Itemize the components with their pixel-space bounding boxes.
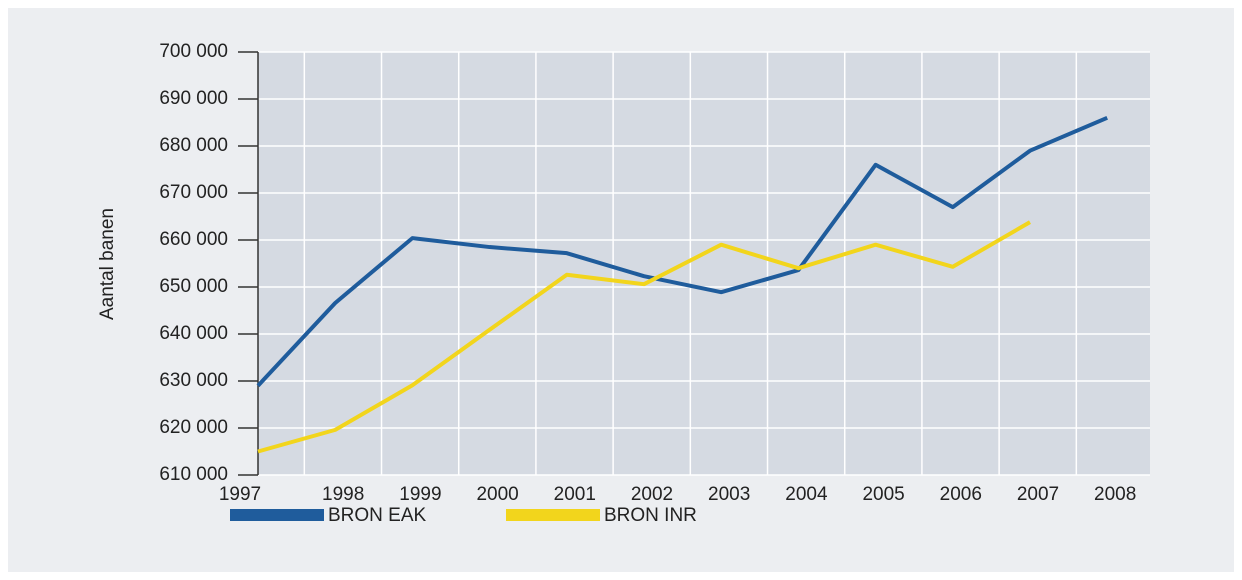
legend-swatch [506, 509, 600, 521]
x-tick-label: 2000 [476, 484, 518, 505]
legend-label: BRON INR [604, 505, 697, 526]
y-tick-label: 660 000 [159, 229, 228, 250]
y-tick-label: 700 000 [159, 41, 228, 62]
y-tick-label: 670 000 [159, 182, 228, 203]
x-tick-label: 1998 [322, 484, 364, 505]
legend-swatch [230, 509, 324, 521]
y-tick-label: 640 000 [159, 323, 228, 344]
y-tick-label: 620 000 [159, 417, 228, 438]
x-tick-label: 2008 [1094, 484, 1136, 505]
plot-area [258, 52, 1150, 475]
series-line [257, 220, 1032, 454]
y-tick-label: 690 000 [159, 88, 228, 109]
x-tick-label: 2003 [708, 484, 750, 505]
y-axis-label: Aantal banen [97, 208, 118, 320]
x-tick-label: 2004 [785, 484, 828, 505]
y-tick-label: 680 000 [159, 135, 228, 156]
y-tick-label: 630 000 [159, 370, 228, 391]
x-tick-label: 1997 [219, 484, 261, 505]
x-tick-label: 2001 [554, 484, 596, 505]
x-tick-label: 2006 [940, 484, 982, 505]
x-tick-label: 2005 [862, 484, 904, 505]
y-tick-label: 650 000 [159, 276, 228, 297]
x-tick-label: 2007 [1017, 484, 1059, 505]
x-tick-label: 2002 [631, 484, 673, 505]
x-tick-label: 1999 [399, 484, 441, 505]
legend-label: BRON EAK [328, 505, 427, 526]
y-tick-label: 610 000 [159, 464, 228, 485]
series-line [256, 115, 1108, 388]
